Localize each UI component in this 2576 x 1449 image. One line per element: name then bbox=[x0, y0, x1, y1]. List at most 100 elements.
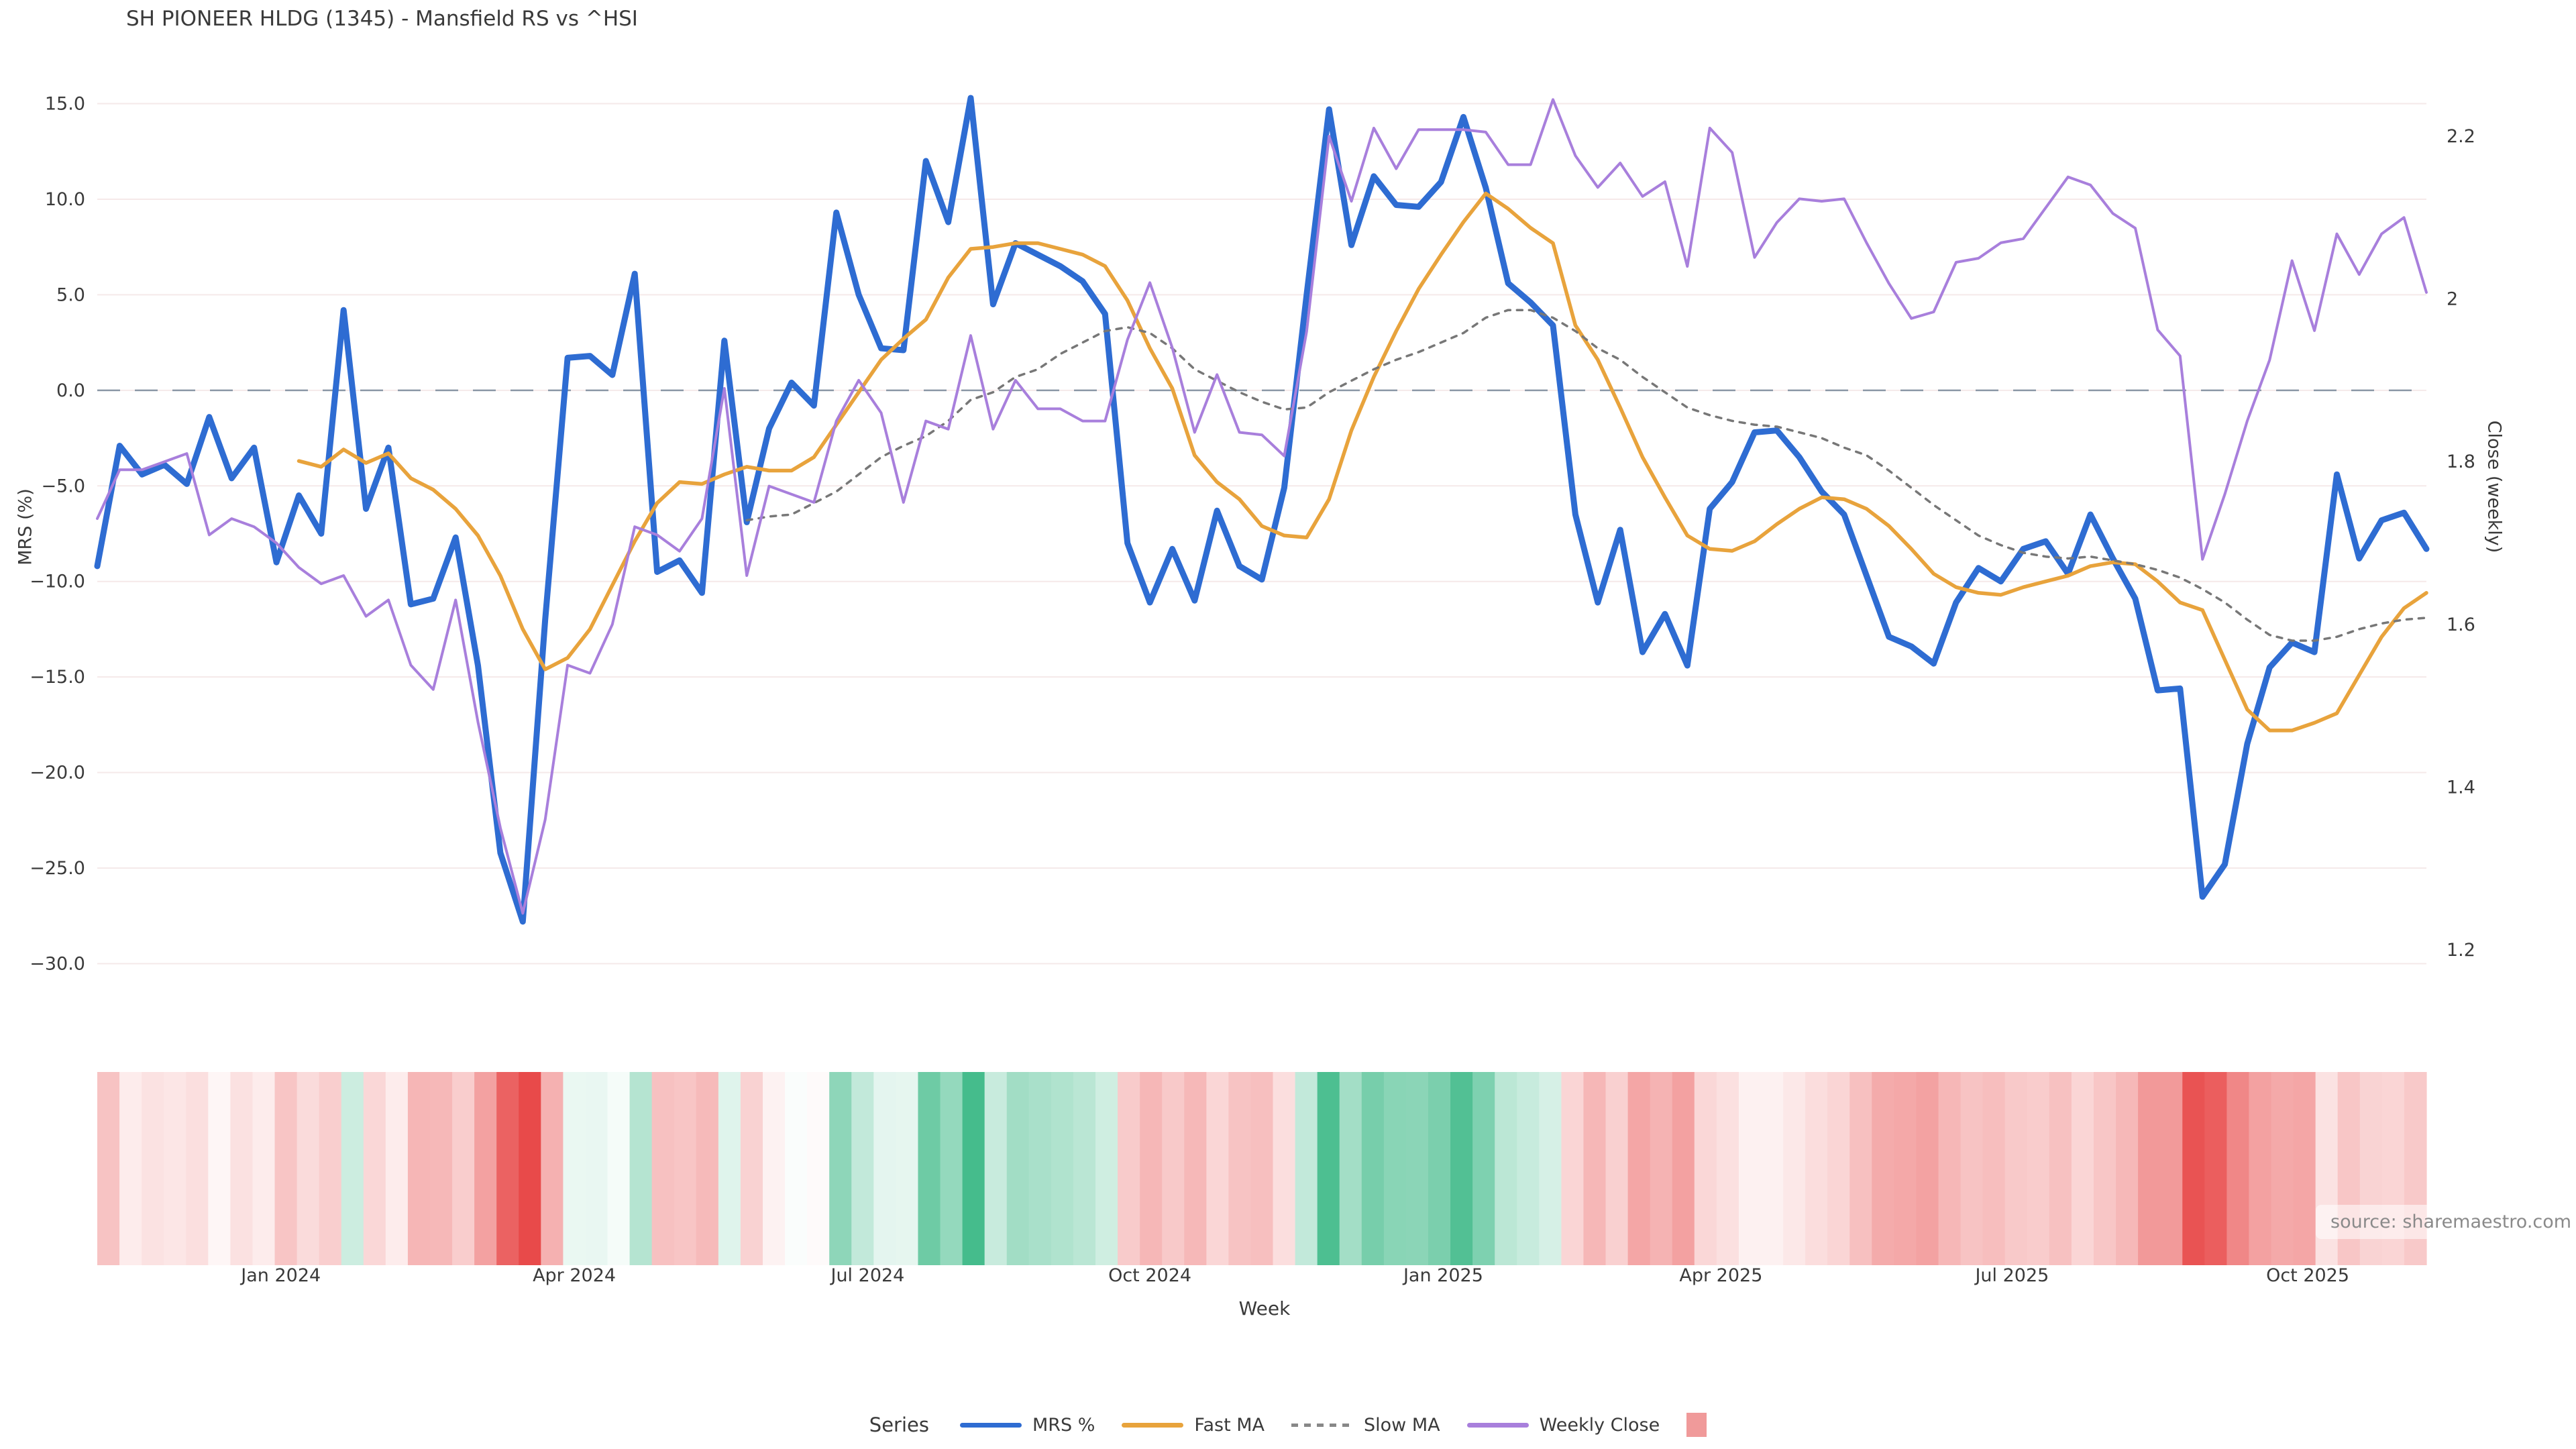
heatmap-cell bbox=[2116, 1072, 2139, 1265]
y-left-tick: 15.0 bbox=[45, 94, 85, 115]
heatmap-cell bbox=[452, 1072, 475, 1265]
heatmap-cell bbox=[1472, 1072, 1495, 1265]
y-right-tick: 1.2 bbox=[2447, 940, 2475, 961]
y-left-tick: −25.0 bbox=[30, 858, 85, 879]
line-swatch-icon bbox=[1466, 1422, 1529, 1428]
heatmap-cell bbox=[984, 1072, 1008, 1265]
heatmap-cell bbox=[1605, 1072, 1629, 1265]
heatmap-cell bbox=[2138, 1072, 2161, 1265]
heatmap-cell bbox=[430, 1072, 453, 1265]
heatmap-cell bbox=[696, 1072, 719, 1265]
heatmap-cell bbox=[1916, 1072, 1939, 1265]
heatmap-cell bbox=[2094, 1072, 2116, 1265]
heatmap-cell bbox=[1894, 1072, 1917, 1265]
heatmap-cell bbox=[1805, 1072, 1828, 1265]
heatmap-cell bbox=[940, 1072, 963, 1265]
heatmap-cell bbox=[1650, 1072, 1673, 1265]
heatmap-cell bbox=[519, 1072, 541, 1265]
legend: Series MRS % Fast MA Slow MA Weekly Close bbox=[0, 1413, 2576, 1437]
heatmap-strip bbox=[97, 1072, 2427, 1265]
legend-item-slow-ma: Slow MA bbox=[1291, 1415, 1440, 1436]
y-left-tick: −5.0 bbox=[41, 476, 85, 496]
legend-item-label: Fast MA bbox=[1194, 1414, 1265, 1436]
heatmap-cell bbox=[1095, 1072, 1118, 1265]
heatmap-cell bbox=[1960, 1072, 1984, 1265]
heatmap-cell bbox=[1450, 1072, 1473, 1265]
y-right-tick: 1.4 bbox=[2447, 777, 2475, 798]
x-tick: Apr 2024 bbox=[533, 1265, 616, 1286]
heatmap-cell bbox=[297, 1072, 320, 1265]
heatmap-cell bbox=[1073, 1072, 1096, 1265]
legend-item-mrs-: MRS % bbox=[959, 1415, 1095, 1436]
y-left-tick: −30.0 bbox=[30, 954, 85, 975]
heatmap-cell bbox=[1028, 1072, 1052, 1265]
y-right-tick: 1.8 bbox=[2447, 451, 2475, 472]
series-slow-ma bbox=[745, 309, 2428, 642]
heatmap-cell bbox=[1383, 1072, 1407, 1265]
heatmap-cell bbox=[2160, 1072, 2183, 1265]
heatmap-cell bbox=[407, 1072, 431, 1265]
heatmap-cell bbox=[1317, 1072, 1340, 1265]
heatmap-cell bbox=[1716, 1072, 1739, 1265]
y-right-tick: 1.6 bbox=[2447, 614, 2475, 635]
heatmap-cell bbox=[1539, 1072, 1562, 1265]
heatmap-cell bbox=[1428, 1072, 1451, 1265]
legend-item-label: Weekly Close bbox=[1539, 1414, 1660, 1436]
heatmap-cell bbox=[363, 1072, 386, 1265]
heatmap-cell bbox=[718, 1072, 741, 1265]
legend-title: Series bbox=[869, 1413, 929, 1436]
heatmap-cell bbox=[385, 1072, 409, 1265]
chart-title: SH PIONEER HLDG (1345) - Mansfield RS vs… bbox=[126, 7, 638, 31]
heatmap-cell bbox=[1761, 1072, 1784, 1265]
gridlines bbox=[97, 103, 2426, 965]
legend-item-weekly-close: Weekly Close bbox=[1466, 1414, 1660, 1436]
heatmap-cell bbox=[2226, 1072, 2250, 1265]
heatmap-cell bbox=[1561, 1072, 1585, 1265]
heatmap-cell bbox=[763, 1072, 786, 1265]
heatmap-cell bbox=[873, 1072, 896, 1265]
line-swatch-icon bbox=[1291, 1423, 1354, 1427]
heatmap-cell bbox=[1273, 1072, 1296, 1265]
series-fast-ma bbox=[297, 191, 2428, 733]
heatmap-cell bbox=[1162, 1072, 1185, 1265]
heatmap-cell bbox=[1250, 1072, 1274, 1265]
line-swatch-icon bbox=[959, 1422, 1022, 1428]
heatmap-cell bbox=[1872, 1072, 1894, 1265]
heatmap-cell bbox=[230, 1072, 254, 1265]
heatmap-cell bbox=[1517, 1072, 1540, 1265]
heatmap-cell bbox=[1006, 1072, 1030, 1265]
heatmap-cell bbox=[1738, 1072, 1762, 1265]
heatmap-cell bbox=[2293, 1072, 2316, 1265]
heatmap-cell bbox=[1938, 1072, 1962, 1265]
x-tick: Jul 2024 bbox=[829, 1265, 904, 1286]
x-tick: Jul 2025 bbox=[1974, 1265, 2049, 1286]
heatmap-cell bbox=[1140, 1072, 1163, 1265]
series-weekly-close bbox=[96, 98, 2428, 915]
source-note: source: sharemaestro.com bbox=[2316, 1205, 2576, 1239]
heatmap-cell bbox=[186, 1072, 209, 1265]
heatmap-cell bbox=[1184, 1072, 1207, 1265]
heatmap-cell bbox=[1627, 1072, 1651, 1265]
heatmap-cell bbox=[1361, 1072, 1385, 1265]
heatmap-cell bbox=[896, 1072, 919, 1265]
heatmap-cell bbox=[252, 1072, 276, 1265]
heatmap-cell bbox=[740, 1072, 763, 1265]
heatmap-cell bbox=[164, 1072, 186, 1265]
heatmap-cell bbox=[1495, 1072, 1517, 1265]
heatmap-cell bbox=[97, 1072, 120, 1265]
heatmap-cell bbox=[2049, 1072, 2072, 1265]
heatmap-cell bbox=[274, 1072, 298, 1265]
series-mrs- bbox=[94, 95, 2430, 925]
y-left-tick: −10.0 bbox=[30, 572, 85, 592]
heatmap-cell bbox=[563, 1072, 586, 1265]
heatmap-cell bbox=[474, 1072, 497, 1265]
x-tick: Jan 2025 bbox=[1402, 1265, 1483, 1286]
y-right-tick: 2 bbox=[2447, 289, 2458, 310]
heatmap-cell bbox=[829, 1072, 852, 1265]
heatmap-cell bbox=[1339, 1072, 1362, 1265]
heatmap-cell bbox=[2004, 1072, 2028, 1265]
legend-item-label: Slow MA bbox=[1364, 1414, 1440, 1436]
heatmap-cell bbox=[785, 1072, 808, 1265]
heatmap-cell bbox=[1228, 1072, 1252, 1265]
